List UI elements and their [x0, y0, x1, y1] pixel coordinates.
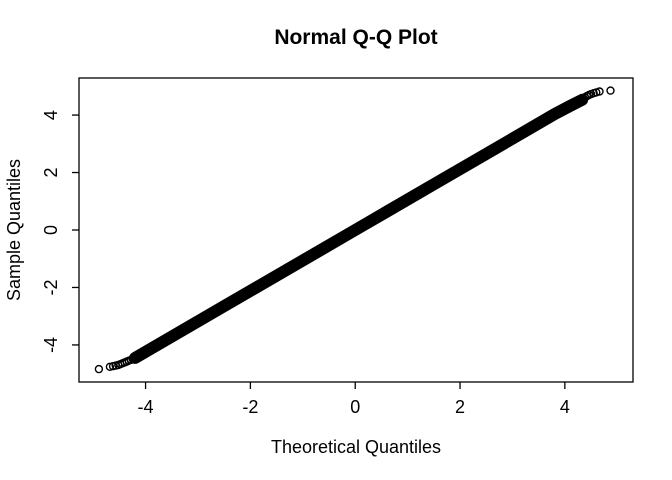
x-tick-label: -2 — [242, 397, 258, 417]
y-tick-label: -2 — [41, 279, 61, 295]
data-point-circle — [128, 355, 138, 364]
y-axis-label: Sample Quantiles — [4, 159, 24, 301]
overplotted-points-band — [129, 93, 589, 364]
y-tick-label: 0 — [41, 225, 61, 235]
x-tick-label: 0 — [350, 397, 360, 417]
dense-point-band — [129, 93, 589, 364]
tail-data-points — [94, 86, 615, 374]
y-tick-label: 4 — [41, 110, 61, 120]
data-point-circle — [105, 362, 115, 371]
x-axis-label: Theoretical Quantiles — [271, 437, 441, 457]
y-axis: -4 -2 0 2 4 — [41, 110, 79, 353]
chart-title: Normal Q-Q Plot — [274, 26, 437, 49]
x-axis: -4 -2 0 2 4 — [138, 382, 570, 417]
x-tick-label: -4 — [138, 397, 154, 417]
x-tick-label: 2 — [455, 397, 465, 417]
data-point-circle — [606, 86, 615, 95]
data-point-circle — [94, 364, 104, 374]
x-tick-label: 4 — [560, 397, 570, 417]
data-point-circle — [578, 94, 587, 103]
y-tick-label: -4 — [41, 337, 61, 353]
y-tick-label: 2 — [41, 168, 61, 178]
